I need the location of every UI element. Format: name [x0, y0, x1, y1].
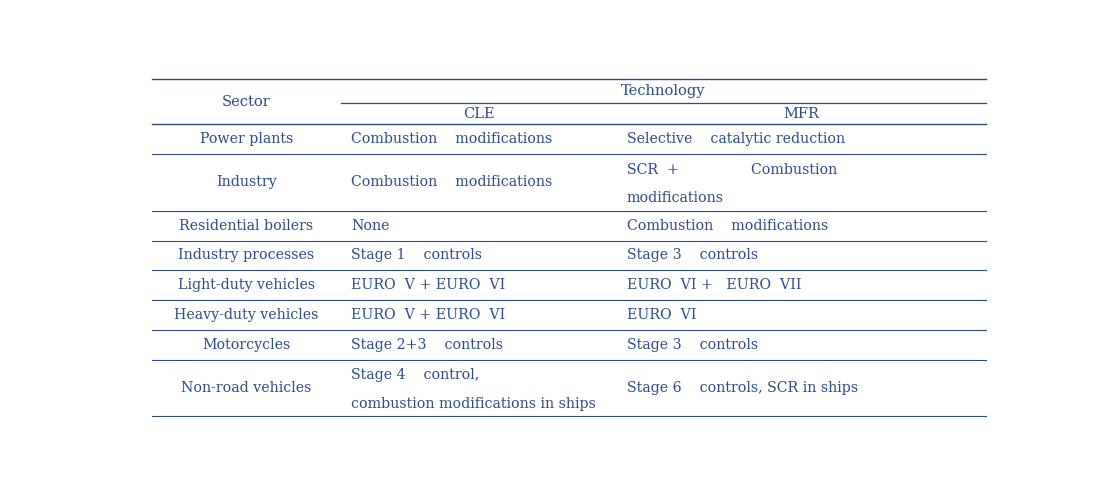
Text: Stage 1    controls: Stage 1 controls — [351, 249, 482, 262]
Text: Heavy-duty vehicles: Heavy-duty vehicles — [174, 308, 319, 322]
Text: combustion modifications in ships: combustion modifications in ships — [351, 397, 596, 411]
Text: Sector: Sector — [222, 95, 271, 109]
Text: Light-duty vehicles: Light-duty vehicles — [178, 278, 315, 292]
Text: EURO  VI +   EURO  VII: EURO VI + EURO VII — [626, 278, 801, 292]
Text: EURO  V + EURO  VI: EURO V + EURO VI — [351, 278, 505, 292]
Text: Industry: Industry — [216, 175, 276, 190]
Text: CLE: CLE — [463, 107, 494, 121]
Text: Stage 3    controls: Stage 3 controls — [626, 249, 758, 262]
Text: modifications: modifications — [626, 191, 724, 205]
Text: Stage 6    controls, SCR in ships: Stage 6 controls, SCR in ships — [626, 381, 858, 395]
Text: EURO  VI: EURO VI — [626, 308, 696, 322]
Text: Stage 3    controls: Stage 3 controls — [626, 338, 758, 352]
Text: Power plants: Power plants — [200, 132, 293, 146]
Text: Non-road vehicles: Non-road vehicles — [181, 381, 312, 395]
Text: Combustion    modifications: Combustion modifications — [626, 219, 828, 233]
Text: EURO  V + EURO  VI: EURO V + EURO VI — [351, 308, 505, 322]
Text: Combustion    modifications: Combustion modifications — [351, 132, 553, 146]
Text: Industry processes: Industry processes — [179, 249, 314, 262]
Text: MFR: MFR — [784, 107, 819, 121]
Text: Stage 4    control,: Stage 4 control, — [351, 369, 480, 382]
Text: Motorcycles: Motorcycles — [202, 338, 291, 352]
Text: Selective    catalytic reduction: Selective catalytic reduction — [626, 132, 845, 146]
Text: Stage 2+3    controls: Stage 2+3 controls — [351, 338, 503, 352]
Text: Combustion    modifications: Combustion modifications — [351, 175, 553, 190]
Text: Technology: Technology — [622, 84, 706, 98]
Text: None: None — [351, 219, 390, 233]
Text: Residential boilers: Residential boilers — [179, 219, 313, 233]
Text: SCR  +                Combustion: SCR + Combustion — [626, 163, 837, 177]
